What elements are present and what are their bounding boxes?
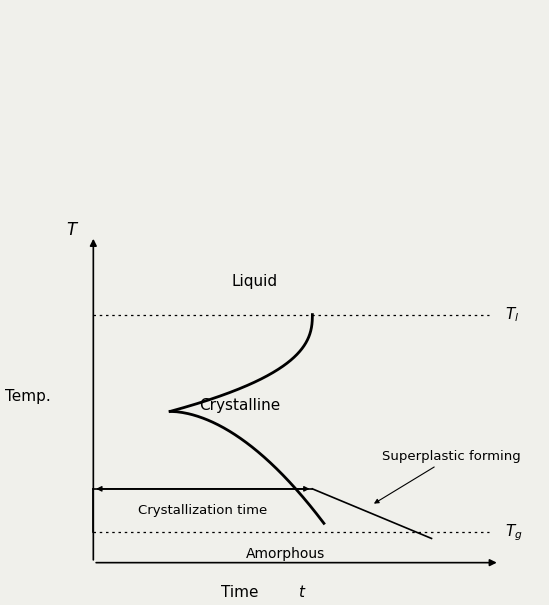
Text: t: t xyxy=(298,586,304,600)
Text: Temp.: Temp. xyxy=(4,389,51,404)
Text: Amorphous: Amorphous xyxy=(246,546,325,561)
Text: T: T xyxy=(66,221,76,239)
Text: Crystallization time: Crystallization time xyxy=(138,503,267,517)
Text: Liquid: Liquid xyxy=(232,274,278,289)
Text: Crystalline: Crystalline xyxy=(199,398,280,413)
Text: Superplastic forming: Superplastic forming xyxy=(375,450,521,503)
Text: $T_g$: $T_g$ xyxy=(505,522,523,543)
Text: $T_l$: $T_l$ xyxy=(505,306,519,324)
Text: Time: Time xyxy=(221,586,258,600)
